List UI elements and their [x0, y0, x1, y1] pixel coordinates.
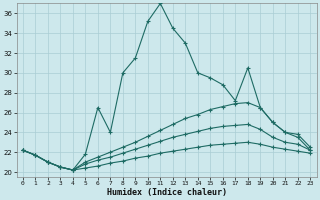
X-axis label: Humidex (Indice chaleur): Humidex (Indice chaleur) [107, 188, 227, 197]
